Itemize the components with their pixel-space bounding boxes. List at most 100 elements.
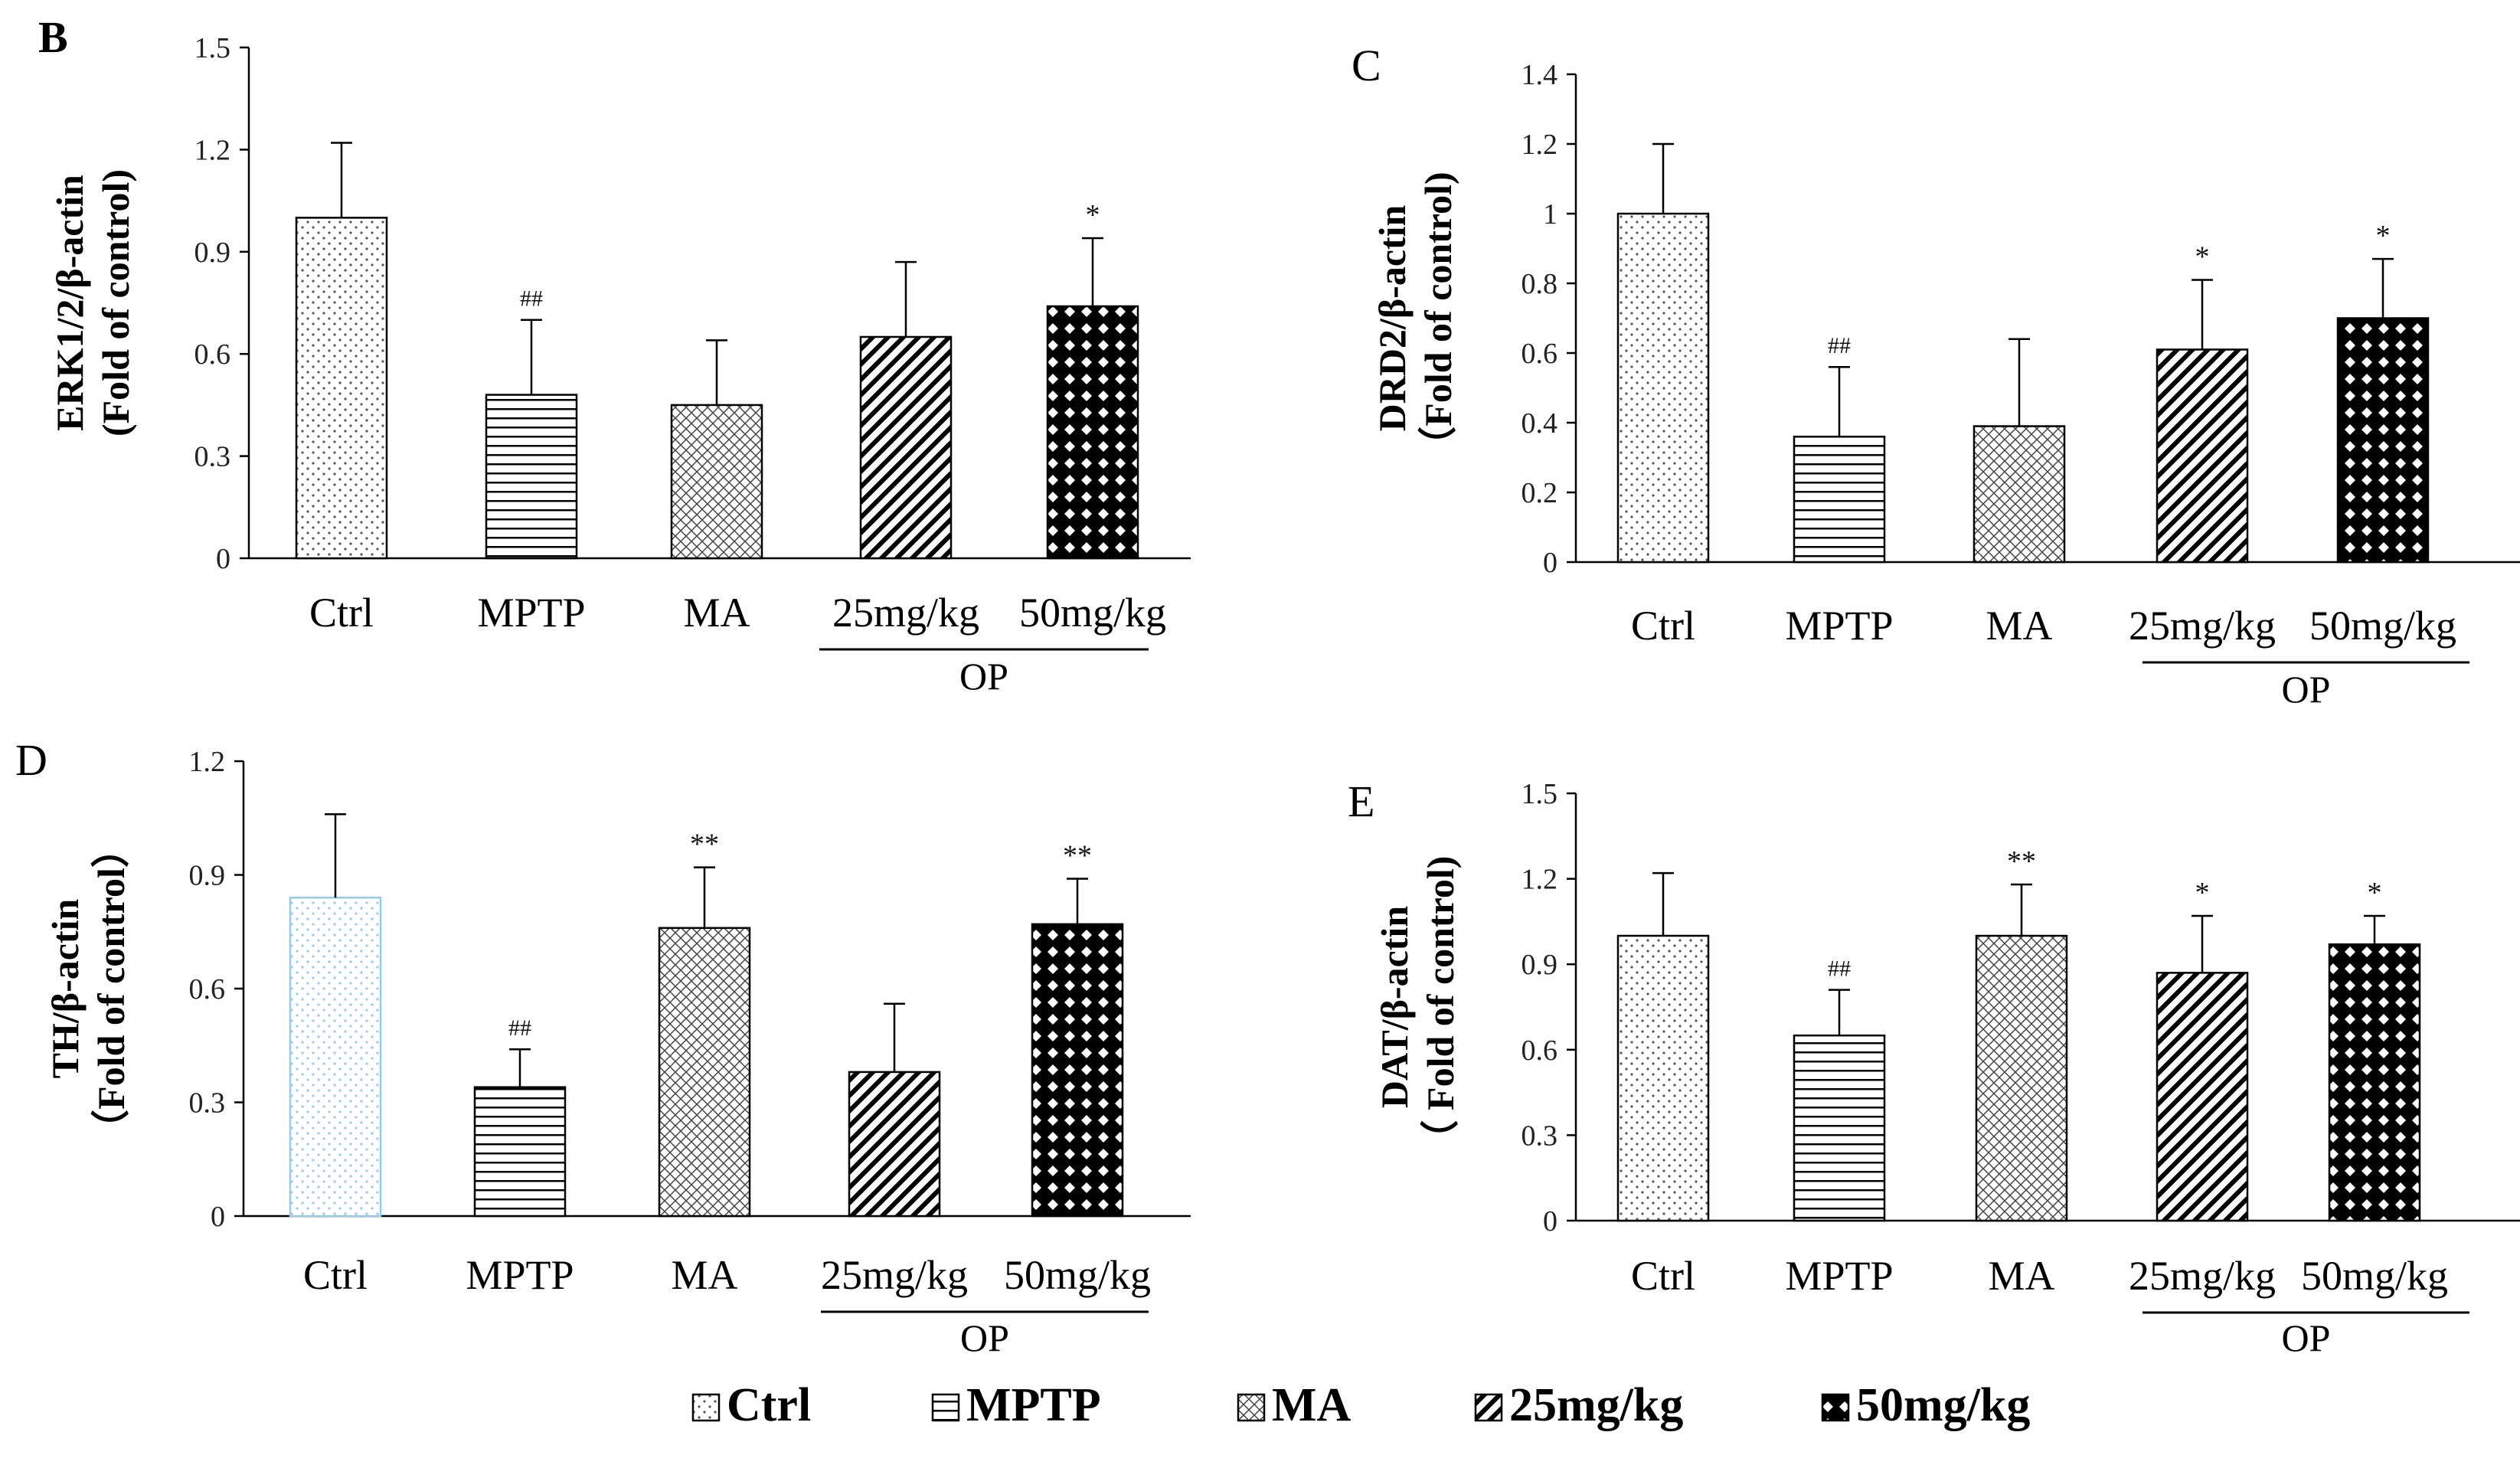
category-label: MA [1986, 603, 2052, 649]
significance-mark: ## [508, 1015, 531, 1041]
y-tick-label: 1.2 [194, 134, 231, 166]
y-axis-label-line2: （ Fold of control) [1419, 856, 1462, 1159]
bar-mptp [1793, 435, 1886, 564]
category-label: 25mg/kg [832, 590, 979, 636]
bar-25mgkg [859, 335, 953, 560]
bar-25mgkg [2156, 348, 2249, 564]
op-group-label: OP [960, 1316, 1009, 1359]
significance-mark: * [1086, 199, 1100, 231]
bar-mptp [1793, 1034, 1886, 1222]
legend-swatch-checker [1821, 1393, 1850, 1422]
bar-ma [1973, 425, 2066, 564]
panel-label: E [1348, 777, 1374, 826]
category-label: MA [683, 590, 750, 636]
category-label: 50mg/kg [1004, 1252, 1151, 1298]
chart-panel-c: C 0 0.2 0.4 0.6 0.8 1 1.2 1.4 DRD2/β-actin （Fold o… [1352, 41, 2520, 711]
y-tick-label: 1.4 [1521, 59, 1558, 91]
bar-ctrl [289, 896, 382, 1218]
legend-swatch-diagonal [1474, 1393, 1503, 1422]
bar-ma [670, 404, 763, 560]
y-tick-label: 0.4 [1521, 407, 1558, 440]
bar-25mgkg [848, 1071, 941, 1218]
category-label: MPTP [477, 590, 585, 636]
legend: Ctrl MPTP MA 25mg/kg 50mg/kg [691, 1379, 2030, 1431]
y-tick-label: 0.9 [194, 237, 231, 269]
category-label: 25mg/kg [821, 1252, 968, 1298]
panel-label: C [1352, 41, 1381, 90]
y-axis-label: ERK1/2/β-actin [48, 175, 91, 431]
op-group-label: OP [2282, 1316, 2331, 1359]
bar-mptp [485, 394, 578, 560]
category-label: Ctrl [303, 1252, 368, 1298]
chart-panel-e: E 0 0.3 0.6 0.9 1.2 1.5 DAT/β-actin （ Fold of co… [1348, 777, 2520, 1359]
significance-mark: ** [1063, 839, 1092, 871]
y-tick-label: 0 [211, 1201, 225, 1233]
y-tick-label: 0.9 [1521, 949, 1558, 981]
chart-panel-d: D 0 0.3 0.6 0.9 1.2 TH/β-actin （Fold of control… [15, 735, 1191, 1359]
bar-50mgkg [2328, 943, 2421, 1222]
bar-ctrl [1616, 934, 1710, 1222]
category-label: 50mg/kg [2309, 603, 2456, 649]
y-tick-label: 0.3 [189, 1087, 226, 1120]
legend-swatch-dots [691, 1393, 721, 1422]
category-label: 50mg/kg [2301, 1253, 2448, 1299]
significance-mark: ## [1828, 956, 1851, 982]
y-tick-label: 0 [1543, 1205, 1557, 1238]
op-group-label: OP [2282, 668, 2331, 711]
legend-label: Ctrl [727, 1379, 811, 1431]
y-axis-label-line2: （Fold of control) [1417, 172, 1459, 464]
bar-25mgkg [2156, 972, 2249, 1222]
legend-label: MA [1272, 1379, 1352, 1431]
y-axis-label-line2: （Fold of control） [90, 829, 132, 1148]
legend-label: 50mg/kg [1856, 1379, 2030, 1431]
bar-ctrl [1616, 212, 1710, 564]
bar-mptp [473, 1086, 567, 1218]
category-label: Ctrl [1631, 603, 1695, 649]
y-tick-label: 1.2 [189, 746, 226, 778]
significance-mark: * [2195, 240, 2210, 273]
y-tick-label: 0.3 [1521, 1120, 1558, 1152]
y-tick-label: 1.5 [194, 32, 231, 64]
legend-swatch-crosshatch [1237, 1393, 1266, 1422]
significance-mark: ** [2007, 845, 2036, 878]
y-tick-label: 1.2 [1521, 864, 1558, 896]
y-tick-label: 0.8 [1521, 268, 1558, 300]
significance-mark: ## [520, 286, 543, 312]
category-label: 25mg/kg [2129, 1253, 2276, 1299]
y-tick-label: 0.6 [1521, 1035, 1558, 1067]
bar-50mgkg [1046, 305, 1139, 560]
category-label: MPTP [1785, 603, 1893, 649]
significance-mark: * [2195, 877, 2210, 909]
category-label: MA [1988, 1253, 2054, 1299]
bar-ma [1975, 934, 2068, 1222]
y-tick-label: 0 [216, 543, 230, 575]
chart-panel-b: B 0 0.3 0.6 0.9 1.2 1.5 ERK1/2/β-actin (Fold of … [38, 12, 1191, 698]
panel-label: B [38, 12, 68, 62]
category-label: 50mg/kg [1019, 590, 1166, 636]
significance-mark: ## [1828, 333, 1851, 358]
y-tick-label: 0 [1543, 547, 1557, 579]
legend-label: 25mg/kg [1509, 1379, 1683, 1431]
bar-ma [658, 927, 751, 1218]
category-label: MPTP [1785, 1253, 1893, 1299]
bar-50mgkg [1031, 923, 1124, 1218]
y-tick-label: 0.6 [1521, 338, 1558, 370]
y-tick-label: 0.9 [189, 860, 226, 892]
y-tick-label: 0.6 [189, 973, 226, 1005]
panel-label: D [15, 735, 47, 785]
significance-mark: * [2376, 220, 2391, 252]
category-label: MA [671, 1252, 737, 1298]
bar-50mgkg [2336, 317, 2430, 564]
op-group-label: OP [959, 655, 1008, 698]
category-label: 25mg/kg [2129, 603, 2276, 649]
category-label: MPTP [466, 1252, 574, 1298]
category-label: Ctrl [309, 590, 374, 636]
y-axis-label-line2: (Fold of control) [94, 169, 137, 436]
significance-mark: ** [690, 829, 719, 861]
y-tick-label: 1.2 [1521, 129, 1558, 161]
legend-label: MPTP [966, 1379, 1101, 1431]
y-tick-label: 0.6 [194, 338, 231, 371]
y-tick-label: 1 [1543, 198, 1557, 230]
y-axis-label: DRD2/β-actin [1371, 204, 1414, 431]
